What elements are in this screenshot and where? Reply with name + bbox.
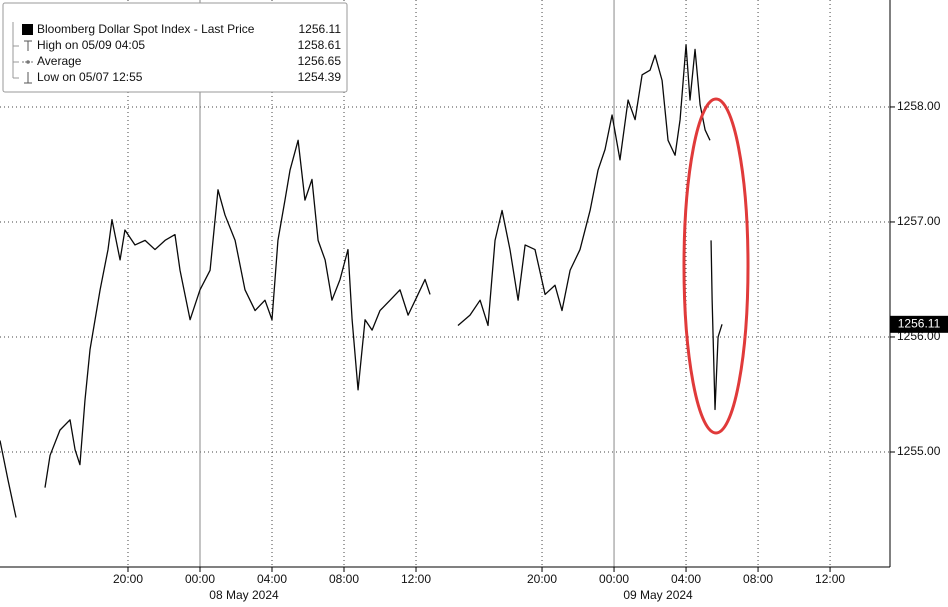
last-price-label: 1256.11 bbox=[898, 317, 941, 331]
legend: Bloomberg Dollar Spot Index - Last Price… bbox=[2, 2, 348, 93]
legend-low-icon bbox=[24, 72, 32, 84]
y-tick-label: 1258.00 bbox=[897, 99, 941, 113]
x-tick-label: 00:00 bbox=[185, 572, 215, 586]
legend-title: Bloomberg Dollar Spot Index - Last Price bbox=[37, 22, 255, 36]
x-tick-label: 12:00 bbox=[815, 572, 845, 586]
line-layer bbox=[0, 44, 723, 518]
legend-label: Average bbox=[37, 54, 82, 68]
legend-tree bbox=[12, 22, 19, 79]
legend-value: 1256.65 bbox=[298, 54, 342, 68]
price-line bbox=[0, 44, 723, 518]
x-tick-label: 12:00 bbox=[401, 572, 431, 586]
legend-high-icon bbox=[24, 40, 32, 51]
grid-layer bbox=[0, 0, 890, 567]
x-tick-label: 00:00 bbox=[599, 572, 629, 586]
x-tick-label: 20:00 bbox=[113, 572, 143, 586]
x-tick-label: 20:00 bbox=[527, 572, 557, 586]
legend-value: 1258.61 bbox=[298, 38, 342, 52]
x-group-label: 09 May 2024 bbox=[623, 588, 693, 602]
last-price-tag bbox=[890, 315, 948, 333]
legend-swatch bbox=[22, 24, 33, 35]
x-tick-label: 04:00 bbox=[671, 572, 701, 586]
x-tick-label: 08:00 bbox=[743, 572, 773, 586]
legend-label: Low on 05/07 12:55 bbox=[37, 70, 143, 84]
x-tick-label: 08:00 bbox=[329, 572, 359, 586]
y-tick-label: 1255.00 bbox=[897, 444, 941, 458]
legend-box bbox=[2, 2, 348, 93]
x-group-label: 08 May 2024 bbox=[209, 588, 279, 602]
y-tick-label: 1257.00 bbox=[897, 214, 941, 228]
highlight-ellipse bbox=[682, 97, 750, 435]
legend-avg-dot bbox=[26, 60, 30, 64]
legend-label: High on 05/09 04:05 bbox=[37, 38, 145, 52]
legend-value: 1254.39 bbox=[298, 70, 342, 84]
legend-title-value: 1256.11 bbox=[299, 22, 342, 36]
x-tick-label: 04:00 bbox=[257, 572, 287, 586]
